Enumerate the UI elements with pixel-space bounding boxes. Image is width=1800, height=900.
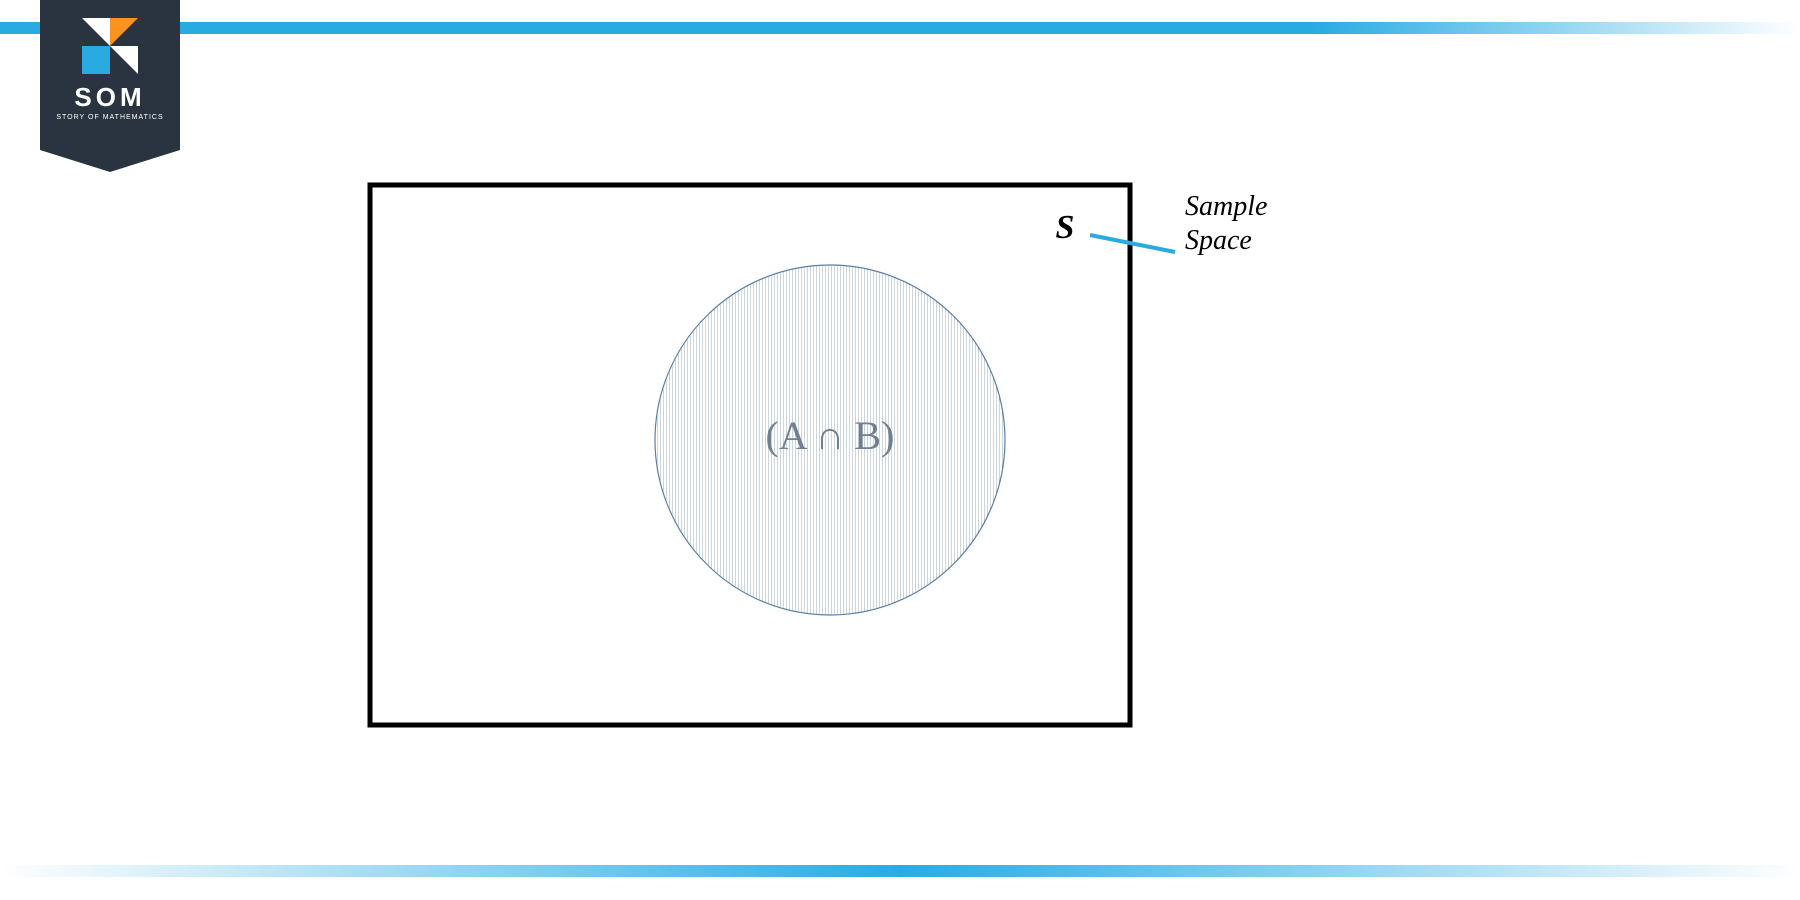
sample-space-annotation: Sample Space [1185,191,1274,256]
annotation-line1: Sample [1185,191,1267,222]
s-label-text: S [1056,209,1075,246]
venn-diagram: (A ∩ B) S Sample Space [0,0,1800,900]
bottom-accent-bar [0,865,1800,877]
page: SOM STORY OF MATHEMATICS (A ∩ B) S [0,0,1800,900]
annotation-line2: Space [1185,225,1252,256]
event-circle-label: (A ∩ B) [766,413,895,458]
sample-space-symbol: S [1056,209,1075,246]
circle-label-text: (A ∩ B) [766,413,895,458]
